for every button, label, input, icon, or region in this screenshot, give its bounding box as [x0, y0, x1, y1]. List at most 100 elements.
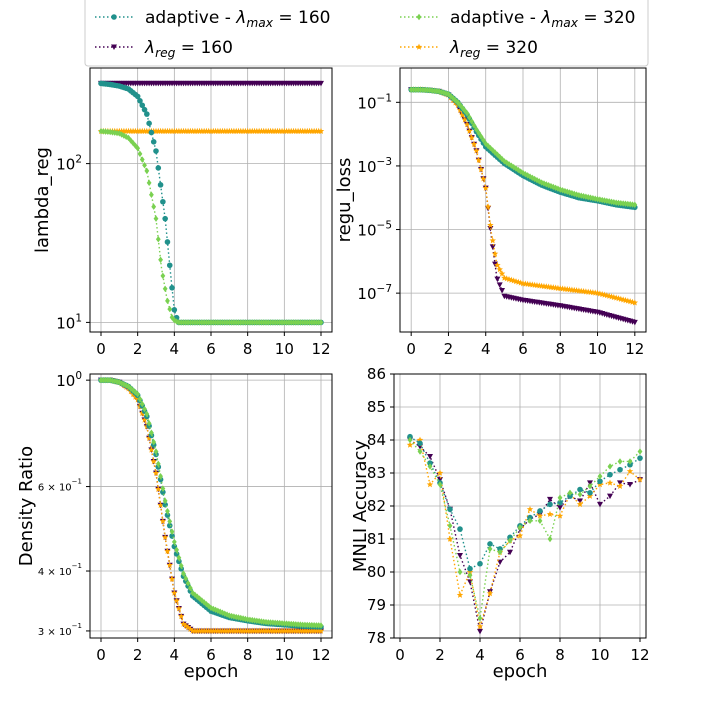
data-point — [139, 400, 145, 408]
x-tick-label: 6 — [206, 646, 216, 664]
data-point — [174, 546, 180, 554]
data-point — [167, 518, 173, 525]
data-point — [504, 159, 510, 166]
data-point — [165, 507, 170, 515]
x-tick-label: 2 — [133, 340, 143, 358]
data-point — [213, 606, 218, 614]
data-point — [494, 151, 500, 158]
data-point — [473, 147, 480, 154]
data-point — [457, 568, 463, 576]
data-point — [467, 565, 473, 572]
data-point — [162, 497, 168, 505]
x-tick-label: 8 — [555, 340, 565, 358]
data-point — [184, 624, 192, 631]
data-point — [187, 625, 194, 632]
data-point — [616, 482, 624, 489]
x-tick-label: 2 — [435, 646, 445, 664]
legend-frame — [84, 0, 649, 67]
data-point — [144, 111, 150, 117]
data-point — [153, 448, 159, 455]
data-point — [546, 510, 554, 517]
axes-frame — [89, 373, 333, 639]
y-tick-label: 3 × 10−1 — [38, 622, 82, 638]
data-point — [597, 196, 603, 203]
data-point — [485, 142, 491, 150]
y-tick-label: 85 — [367, 398, 386, 416]
data-point — [427, 87, 433, 94]
x-tick-label: 0 — [96, 340, 106, 358]
data-point — [206, 602, 212, 610]
data-point — [467, 572, 473, 579]
data-point — [169, 285, 175, 291]
data-point — [407, 436, 413, 444]
data-point — [496, 282, 503, 288]
data-point — [139, 409, 146, 416]
data-point — [487, 541, 493, 547]
data-point — [587, 483, 593, 490]
data-point — [153, 148, 159, 154]
data-point — [168, 575, 176, 582]
data-point — [252, 617, 257, 624]
data-point — [507, 537, 513, 544]
y-tick-label: 80 — [367, 563, 386, 581]
data-point — [417, 440, 423, 447]
y-axis-label: regu_loss — [334, 158, 355, 243]
data-point — [480, 175, 487, 182]
data-point — [498, 270, 506, 277]
data-point — [597, 478, 603, 485]
data-point — [637, 455, 643, 461]
data-point — [130, 387, 136, 394]
series — [407, 436, 643, 622]
data-point — [457, 526, 463, 532]
x-axis-label: epoch — [184, 661, 239, 682]
data-point — [155, 165, 162, 171]
data-point — [499, 288, 506, 294]
data-point — [527, 514, 533, 521]
data-point — [236, 614, 241, 621]
series-group — [97, 80, 325, 326]
x-tick-label: 12 — [630, 646, 649, 664]
data-point — [517, 524, 523, 531]
y-tick-label: 84 — [367, 431, 386, 449]
legend-marker — [111, 14, 117, 20]
data-point — [478, 133, 484, 140]
x-tick-label: 10 — [275, 646, 294, 664]
data-point — [437, 477, 443, 483]
data-point — [586, 492, 594, 499]
legend: adaptive - λmax = 160 adaptive - λmax = 3… — [84, 0, 649, 67]
data-point — [98, 127, 104, 135]
data-point — [576, 500, 584, 508]
data-point — [496, 266, 503, 273]
regu-loss-panel: 0 2 4 6 8 10 12 10−1 10−3 10−5 10−7 regu_loss — [334, 67, 647, 358]
data-point — [119, 131, 125, 138]
data-point — [231, 613, 237, 620]
legend-entry: adaptive - λmax = 160 — [95, 8, 331, 30]
data-point — [475, 156, 482, 163]
x-tick-label: 10 — [590, 646, 609, 664]
data-point — [134, 93, 141, 100]
data-point — [574, 191, 579, 198]
legend-label: λreg = 160 — [144, 38, 233, 60]
data-point — [284, 620, 290, 627]
data-point — [526, 505, 534, 513]
data-point — [175, 605, 183, 612]
data-point — [462, 107, 468, 114]
data-point — [427, 463, 433, 470]
x-tick-label: 8 — [555, 646, 565, 664]
data-point — [162, 285, 168, 293]
y-tick-label: 83 — [367, 464, 386, 482]
data-point — [541, 180, 547, 187]
x-tick-label: 4 — [170, 646, 180, 664]
data-point — [527, 517, 533, 525]
data-point — [597, 501, 603, 508]
data-point — [146, 179, 152, 187]
data-point — [631, 299, 639, 306]
series-group — [406, 433, 644, 635]
data-point — [187, 584, 193, 592]
x-tick-label: 12 — [311, 646, 330, 664]
legend-label: adaptive - λmax = 320 — [450, 8, 636, 30]
data-point — [476, 129, 482, 137]
data-point — [557, 505, 563, 511]
data-point — [467, 579, 473, 585]
data-point — [256, 617, 262, 625]
